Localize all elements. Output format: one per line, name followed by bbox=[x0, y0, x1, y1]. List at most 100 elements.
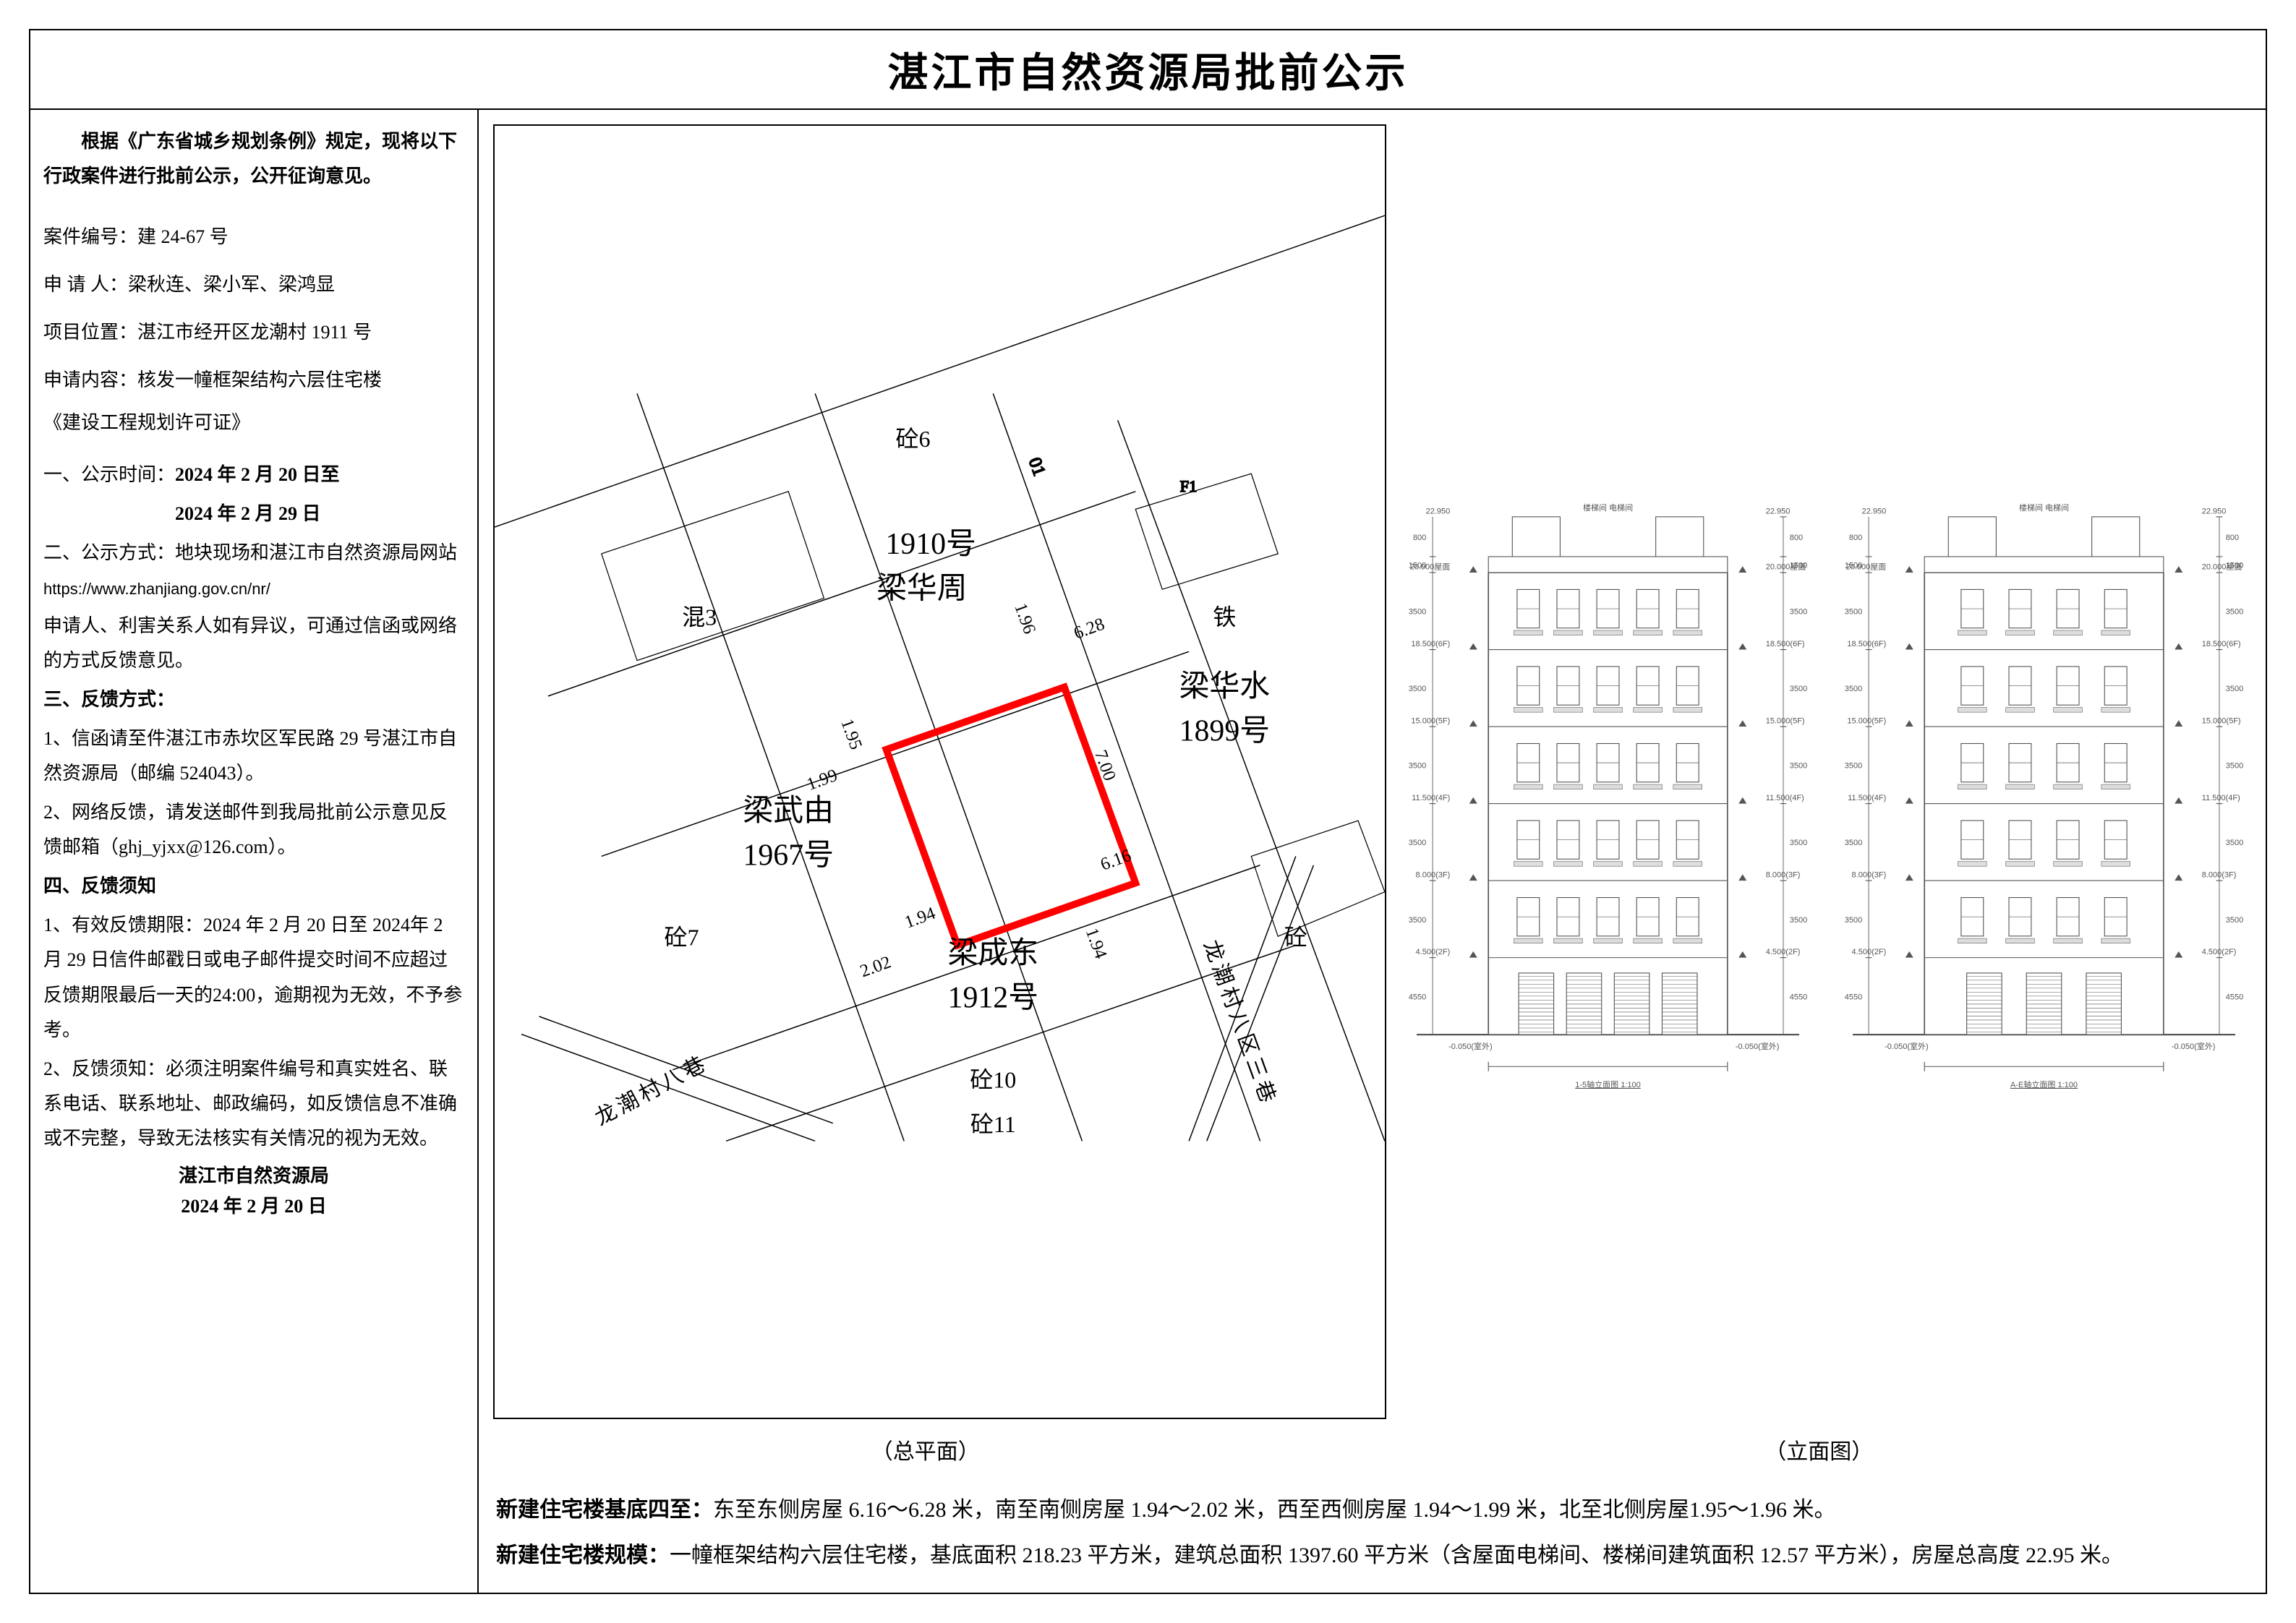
case-info-block: 案件编号：建 24-67 号 申 请 人：梁秋连、梁小军、梁鸿显 项目位置：湛江… bbox=[43, 220, 464, 440]
signature-org: 湛江市自然资源局 bbox=[43, 1159, 464, 1194]
svg-text:2.02: 2.02 bbox=[858, 952, 894, 981]
pub-method-label: 二、公示方式： bbox=[43, 542, 175, 563]
svg-text:800: 800 bbox=[1790, 534, 1803, 542]
svg-text:3500: 3500 bbox=[1409, 839, 1427, 847]
feedback-notice-label: 四、反馈须知 bbox=[43, 869, 464, 904]
svg-text:18.500(6F): 18.500(6F) bbox=[1766, 640, 1805, 648]
svg-text:砼6: 砼6 bbox=[896, 426, 931, 452]
case-no-value: 建 24-67 号 bbox=[137, 226, 229, 247]
svg-text:15.000(5F): 15.000(5F) bbox=[1766, 717, 1805, 726]
pub-method-row: 二、公示方式：地块现场和湛江市自然资源局网站 bbox=[43, 536, 464, 570]
feedback-notice-2: 2、反馈须知：必须注明案件编号和真实姓名、联系电话、联系地址、邮政编码，如反馈信… bbox=[43, 1052, 464, 1156]
svg-text:4550: 4550 bbox=[2226, 993, 2244, 1001]
svg-text:1967号: 1967号 bbox=[743, 839, 834, 873]
svg-text:1910号: 1910号 bbox=[885, 528, 976, 561]
description-block: 新建住宅楼基底四至：东至东侧房屋 6.16～6.28 米，南至南侧房屋 1.94… bbox=[479, 1483, 2266, 1593]
svg-text:楼梯间 电梯间: 楼梯间 电梯间 bbox=[1583, 502, 1633, 513]
desc-2-label: 新建住宅楼规模： bbox=[496, 1543, 670, 1567]
svg-text:3500: 3500 bbox=[2226, 916, 2244, 925]
svg-text:砼7: 砼7 bbox=[664, 925, 699, 951]
svg-text:3500: 3500 bbox=[2226, 608, 2244, 617]
svg-text:18.500(6F): 18.500(6F) bbox=[1411, 640, 1450, 648]
svg-text:15.000(5F): 15.000(5F) bbox=[1847, 717, 1886, 726]
svg-text:3500: 3500 bbox=[1845, 608, 1863, 617]
objection-text: 申请人、利害关系人如有异议，可通过信函或网络的方式反馈意见。 bbox=[43, 609, 464, 678]
plan-caption: （总平面） bbox=[479, 1434, 1373, 1465]
desc-1-text: 东至东侧房屋 6.16～6.28 米，南至南侧房屋 1.94～2.02 米，西至… bbox=[713, 1498, 1836, 1522]
feedback-method-2: 2、网络反馈，请发送邮件到我局批前公示意见反馈邮箱（ghj_yjxx@126.c… bbox=[43, 795, 464, 865]
svg-text:3500: 3500 bbox=[1790, 608, 1808, 617]
svg-text:3500: 3500 bbox=[1790, 762, 1808, 771]
svg-text:3500: 3500 bbox=[1409, 762, 1427, 771]
svg-text:1.94: 1.94 bbox=[1082, 925, 1111, 962]
svg-text:3500: 3500 bbox=[2226, 685, 2244, 693]
drawings-row: 01F1 砼6混31910号梁华周铁梁华水1899号梁武由1967号砼7梁成东1… bbox=[479, 110, 2266, 1419]
svg-text:1500: 1500 bbox=[1790, 561, 1808, 570]
right-column: 01F1 砼6混31910号梁华周铁梁华水1899号梁武由1967号砼7梁成东1… bbox=[479, 110, 2266, 1593]
svg-text:梁华周: 梁华周 bbox=[876, 572, 968, 605]
svg-text:1500: 1500 bbox=[1409, 561, 1427, 570]
svg-text:3500: 3500 bbox=[1790, 685, 1808, 693]
svg-text:4550: 4550 bbox=[1845, 993, 1863, 1001]
svg-text:1899号: 1899号 bbox=[1179, 714, 1271, 748]
content-row-2: 《建设工程规划许可证》 bbox=[43, 406, 464, 440]
svg-text:22.950: 22.950 bbox=[1766, 507, 1791, 515]
pub-time-2: 2024 年 2 月 29 日 bbox=[43, 497, 464, 531]
title-row: 湛江市自然资源局批前公示 bbox=[30, 30, 2266, 110]
svg-text:3500: 3500 bbox=[1409, 608, 1427, 617]
feedback-method-1: 1、信函请至件湛江市赤坎区军民路 29 号湛江市自然资源局（邮编 524043）… bbox=[43, 721, 464, 791]
svg-text:800: 800 bbox=[2226, 534, 2239, 542]
svg-text:3500: 3500 bbox=[1790, 839, 1808, 847]
svg-text:1.96: 1.96 bbox=[1010, 601, 1039, 637]
svg-text:3500: 3500 bbox=[1790, 916, 1808, 925]
svg-text:铁: 铁 bbox=[1213, 604, 1236, 630]
pub-time-label: 一、公示时间： bbox=[43, 464, 175, 485]
applicant-value: 梁秋连、梁小军、梁鸿显 bbox=[128, 274, 335, 295]
location-row: 项目位置：湛江市经开区龙潮村 1911 号 bbox=[43, 315, 464, 350]
elevation-caption: （立面图） bbox=[1373, 1434, 2266, 1465]
svg-text:15.000(5F): 15.000(5F) bbox=[1411, 717, 1450, 726]
case-no-label: 案件编号： bbox=[43, 226, 137, 247]
svg-text:-0.050(室外): -0.050(室外) bbox=[1885, 1041, 1929, 1051]
svg-text:22.950: 22.950 bbox=[1862, 507, 1887, 515]
feedback-methods-label: 三、反馈方式： bbox=[43, 682, 464, 717]
page-frame: 湛江市自然资源局批前公示 根据《广东省城乡规划条例》规定，现将以下行政案件进行批… bbox=[29, 29, 2267, 1594]
svg-text:3500: 3500 bbox=[1845, 916, 1863, 925]
svg-text:3500: 3500 bbox=[1845, 839, 1863, 847]
svg-text:3500: 3500 bbox=[1409, 916, 1427, 925]
caption-row: （总平面） （立面图） bbox=[479, 1419, 2266, 1483]
location-value: 湛江市经开区龙潮村 1911 号 bbox=[137, 322, 372, 343]
svg-text:6.28: 6.28 bbox=[1071, 614, 1107, 643]
svg-text:22.950: 22.950 bbox=[2202, 507, 2227, 515]
site-plan-panel: 01F1 砼6混31910号梁华周铁梁华水1899号梁武由1967号砼7梁成东1… bbox=[493, 124, 1386, 1419]
svg-text:3500: 3500 bbox=[2226, 762, 2244, 771]
content-label: 申请内容： bbox=[43, 369, 137, 390]
applicant-label: 申 请 人： bbox=[43, 274, 128, 295]
svg-text:11.500(4F): 11.500(4F) bbox=[1766, 794, 1804, 802]
svg-text:1.94: 1.94 bbox=[902, 904, 938, 933]
svg-text:22.950: 22.950 bbox=[1426, 507, 1451, 515]
svg-text:砼: 砼 bbox=[1284, 925, 1307, 951]
svg-text:龙潮村八巷: 龙潮村八巷 bbox=[591, 1050, 712, 1130]
content-row-1: 申请内容：核发一幢框架结构六层住宅楼 bbox=[43, 363, 464, 398]
content-value-1: 核发一幢框架结构六层住宅楼 bbox=[137, 369, 382, 390]
svg-text:800: 800 bbox=[1413, 534, 1426, 542]
svg-text:-0.050(室外): -0.050(室外) bbox=[2172, 1041, 2216, 1051]
site-plan-svg: 01F1 砼6混31910号梁华周铁梁华水1899号梁武由1967号砼7梁成东1… bbox=[493, 124, 1386, 1419]
svg-text:4550: 4550 bbox=[1409, 993, 1427, 1001]
page-title: 湛江市自然资源局批前公示 bbox=[888, 40, 1409, 99]
desc-line-2: 新建住宅楼规模：一幢框架结构六层住宅楼，基底面积 218.23 平方米，建筑总面… bbox=[496, 1533, 2248, 1578]
svg-text:1500: 1500 bbox=[2226, 561, 2244, 570]
svg-text:楼梯间 电梯间: 楼梯间 电梯间 bbox=[2019, 502, 2069, 513]
svg-text:砼11: 砼11 bbox=[970, 1111, 1016, 1137]
svg-text:18.500(6F): 18.500(6F) bbox=[2202, 640, 2241, 648]
elevation-front: -0.050(室外)-0.050(室外)4.500(2F)4.500(2F)8.… bbox=[1401, 124, 1815, 1419]
svg-text:砼10: 砼10 bbox=[970, 1066, 1016, 1092]
desc-2-text: 一幢框架结构六层住宅楼，基底面积 218.23 平方米，建筑总面积 1397.6… bbox=[670, 1543, 2123, 1567]
svg-text:A-E轴立面图 1:100: A-E轴立面图 1:100 bbox=[2010, 1079, 2078, 1089]
pub-time-row: 一、公示时间：2024 年 2 月 20 日至 bbox=[43, 458, 464, 492]
svg-text:01: 01 bbox=[1025, 455, 1049, 479]
svg-text:11.500(4F): 11.500(4F) bbox=[1848, 794, 1886, 802]
svg-text:18.500(6F): 18.500(6F) bbox=[1847, 640, 1886, 648]
feedback-notice-1: 1、有效反馈期限：2024 年 2 月 20 日至 2024年 2 月 29 日… bbox=[43, 908, 464, 1047]
